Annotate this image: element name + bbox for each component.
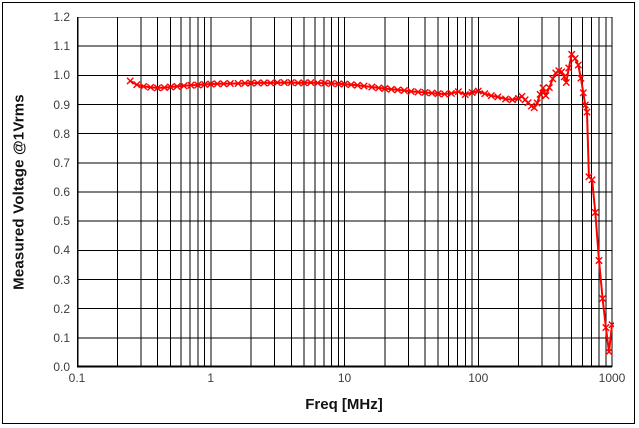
y-tick-label: 0.3 [53, 272, 70, 287]
x-tick-label: 100 [468, 371, 489, 385]
y-tick-label: 0.7 [53, 155, 70, 170]
y-tick-label: 0.1 [53, 330, 70, 345]
y-tick-label: 1.2 [53, 10, 70, 24]
y-tick-label: 0.5 [53, 214, 70, 229]
x-tick-label: 1000 [598, 371, 626, 385]
y-tick-label: 0.9 [53, 97, 70, 112]
data-series-line [129, 53, 613, 353]
y-tick-label: 0.2 [53, 301, 70, 316]
y-axis-title: Measured Voltage @1Vrms [10, 94, 28, 290]
y-tick-label: 0.8 [53, 126, 70, 141]
x-tick-label: 1 [207, 371, 215, 385]
y-tick-label: 1.1 [53, 39, 70, 54]
y-tick-label: 0.6 [53, 185, 70, 199]
y-tick-label: 0.0 [53, 360, 70, 374]
plot-area [77, 17, 614, 368]
y-tick-label: 1.0 [53, 68, 70, 83]
y-tick-label: 0.4 [53, 243, 70, 258]
x-tick-label: 10 [337, 371, 352, 385]
data-series-markers [126, 50, 614, 356]
x-axis-title: Freq [MHz] [305, 396, 383, 413]
x-tick-label: 0.1 [68, 371, 86, 385]
